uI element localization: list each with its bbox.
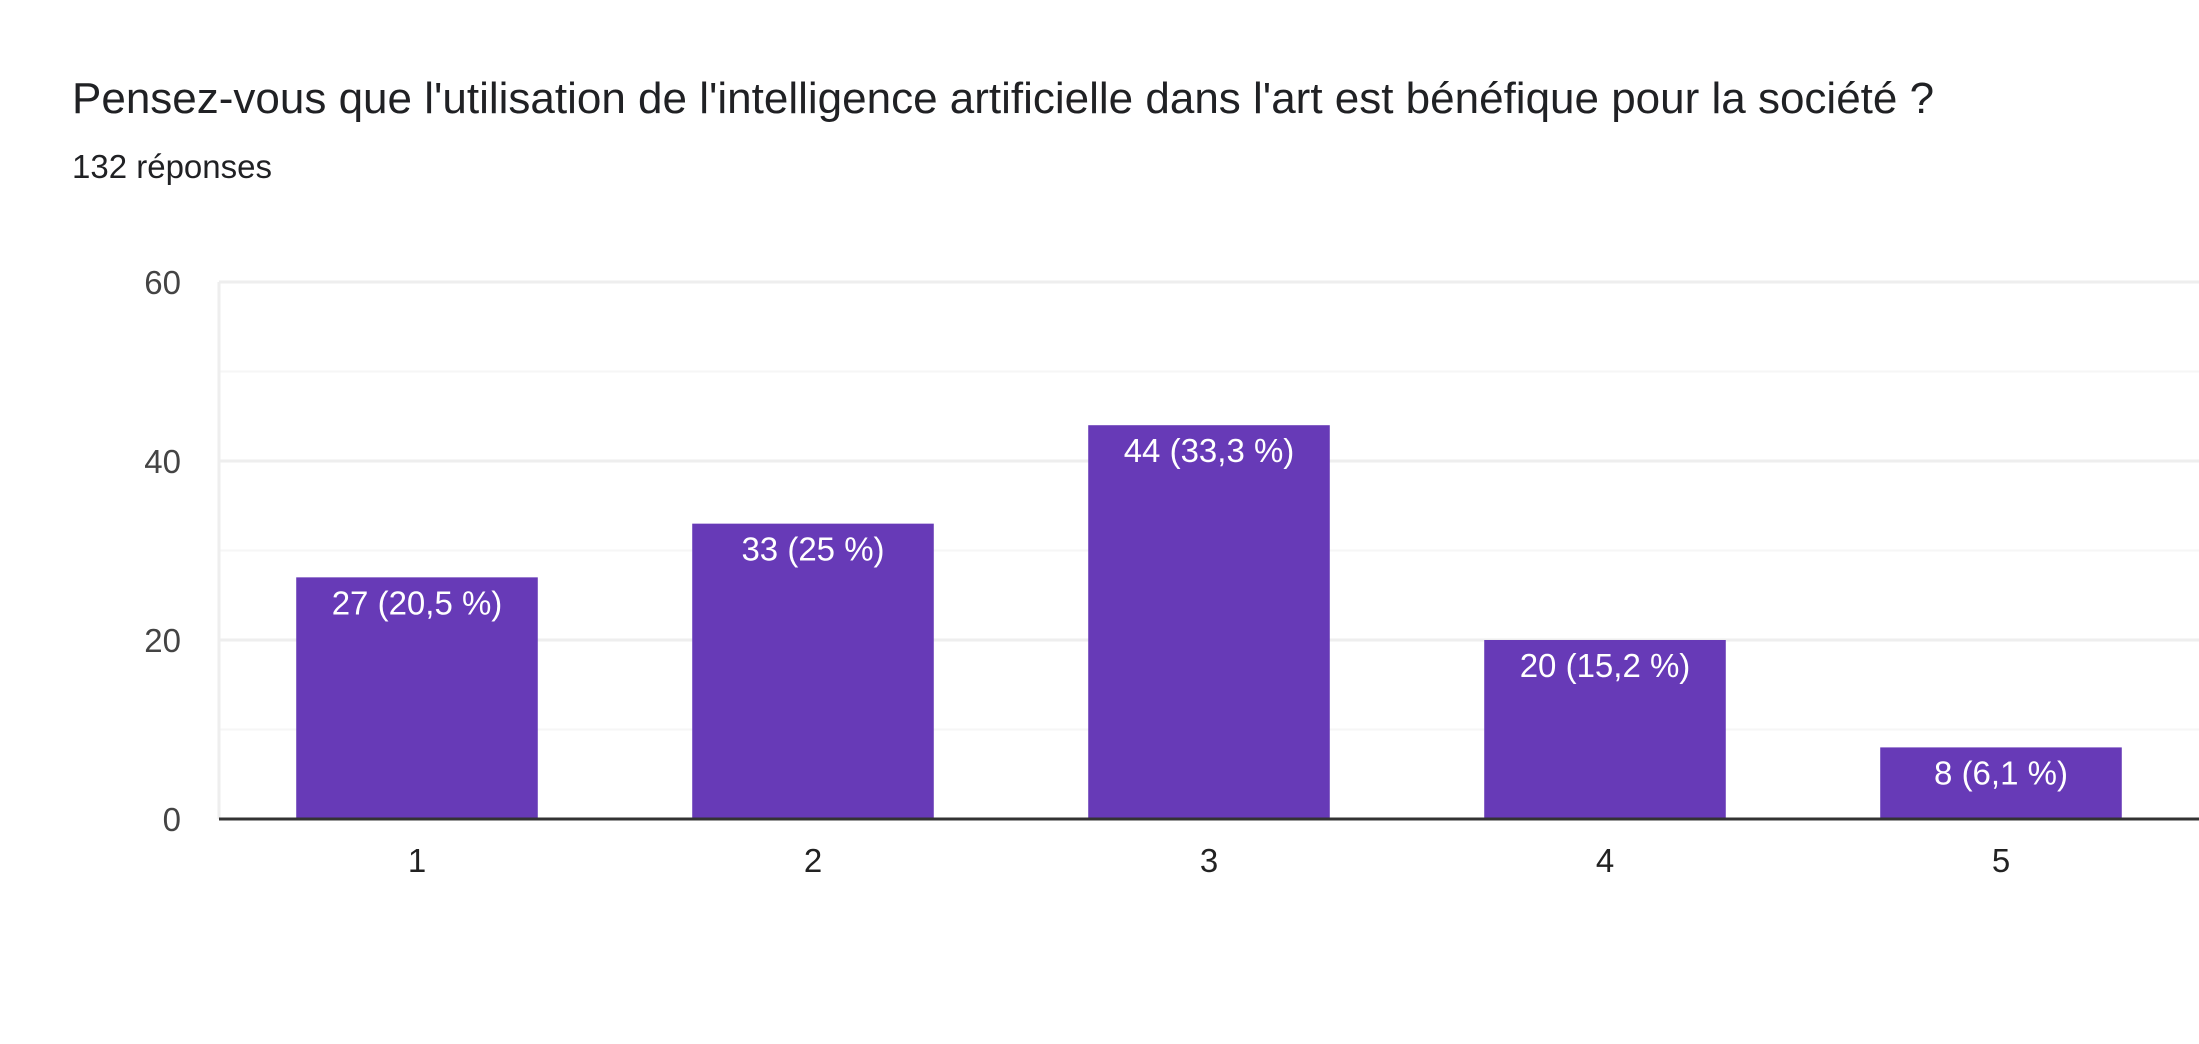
bar-3[interactable]	[1088, 425, 1330, 819]
response-count: 132 réponses	[72, 148, 272, 185]
x-tick-label: 3	[1200, 842, 1218, 879]
data-labels: 27 (20,5 %) 33 (25 %) 44 (33,3 %) 20 (15,2 …	[332, 432, 2068, 791]
x-tick-label: 4	[1596, 842, 1614, 879]
y-tick-label: 0	[163, 801, 181, 838]
y-tick-label: 40	[144, 443, 181, 480]
bar-2[interactable]	[692, 523, 934, 819]
bar-5[interactable]	[1880, 747, 2122, 819]
bar-1[interactable]	[296, 577, 538, 819]
data-label-3: 44 (33,3 %)	[1124, 432, 1295, 469]
y-tick-label: 20	[144, 622, 181, 659]
axes: 0 20 40 60 1 2 3 4 5	[144, 264, 2199, 879]
data-label-1: 27 (20,5 %)	[332, 584, 503, 621]
x-tick-label: 1	[408, 842, 426, 879]
data-label-5: 8 (6,1 %)	[1934, 754, 2068, 791]
x-tick-label: 5	[1992, 842, 2010, 879]
bars	[296, 425, 2122, 819]
x-tick-label: 2	[804, 842, 822, 879]
data-label-2: 33 (25 %)	[741, 531, 884, 568]
bar-4[interactable]	[1484, 640, 1726, 819]
y-tick-label: 60	[144, 264, 181, 301]
chart-title: Pensez-vous que l'utilisation de l'intel…	[72, 74, 1935, 123]
data-label-4: 20 (15,2 %)	[1520, 647, 1691, 684]
